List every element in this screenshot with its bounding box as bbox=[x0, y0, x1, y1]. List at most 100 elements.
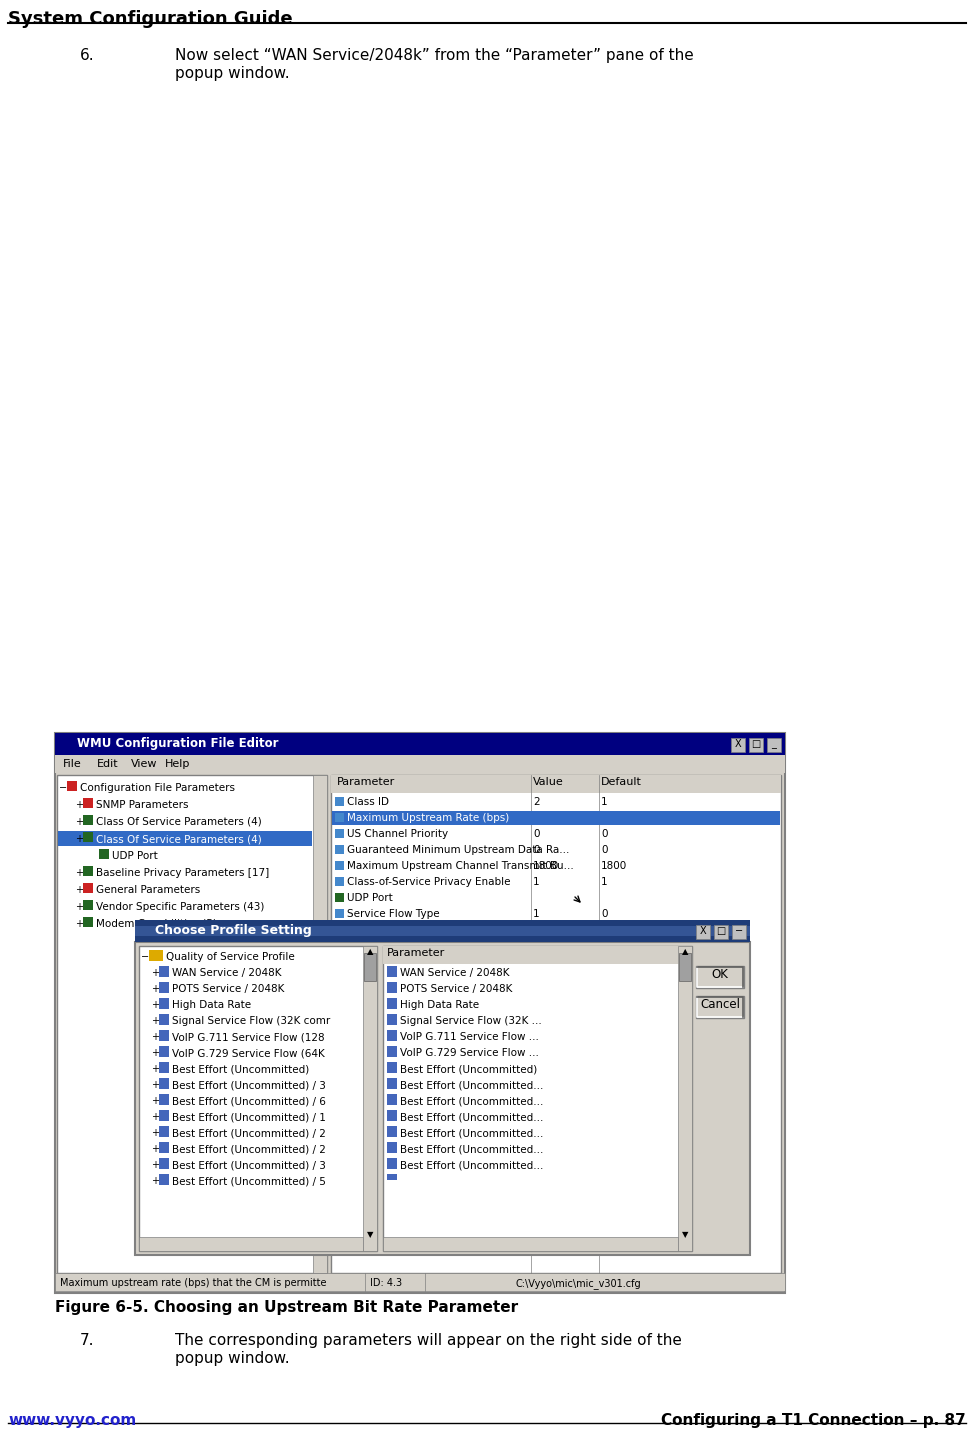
Bar bbox=[714, 925, 728, 938]
Bar bbox=[332, 811, 780, 825]
Bar bbox=[678, 946, 692, 1251]
Text: X: X bbox=[699, 927, 706, 935]
Text: VoIP G.711 Service Flow (128: VoIP G.711 Service Flow (128 bbox=[172, 1032, 324, 1043]
Bar bbox=[159, 1142, 169, 1153]
Text: +: + bbox=[151, 1048, 159, 1058]
Text: +: + bbox=[151, 1064, 159, 1074]
Bar bbox=[55, 733, 785, 1293]
Text: 0: 0 bbox=[601, 830, 608, 838]
Text: Cancel: Cancel bbox=[700, 999, 740, 1012]
Text: US Channel Priority: US Channel Priority bbox=[347, 830, 448, 838]
Bar bbox=[363, 946, 377, 1251]
Text: Modem Capabilities (5): Modem Capabilities (5) bbox=[96, 919, 217, 930]
Text: Quality of Service Profile: Quality of Service Profile bbox=[166, 951, 295, 961]
Text: 0: 0 bbox=[601, 909, 608, 919]
Bar bbox=[55, 733, 785, 754]
Text: 1: 1 bbox=[601, 796, 608, 807]
Bar bbox=[83, 901, 93, 909]
Bar bbox=[57, 775, 327, 1273]
Text: Choose Profile Setting: Choose Profile Setting bbox=[155, 924, 312, 937]
Text: Best Effort (Uncommitted) / 3: Best Effort (Uncommitted) / 3 bbox=[172, 1080, 326, 1090]
Text: Best Effort (Uncommitted...: Best Effort (Uncommitted... bbox=[400, 1080, 543, 1090]
Text: 1800: 1800 bbox=[533, 862, 559, 872]
Text: +: + bbox=[75, 799, 83, 809]
Text: High Data Rate: High Data Rate bbox=[172, 1001, 251, 1011]
Text: +: + bbox=[151, 1016, 159, 1027]
Bar bbox=[696, 966, 744, 988]
Text: ▼: ▼ bbox=[682, 1229, 689, 1239]
Text: Best Effort (Uncommitted) / 2: Best Effort (Uncommitted) / 2 bbox=[172, 1144, 326, 1154]
Text: VoIP G.711 Service Flow ...: VoIP G.711 Service Flow ... bbox=[400, 1032, 539, 1043]
Text: Value: Value bbox=[533, 778, 564, 788]
Text: +: + bbox=[151, 1032, 159, 1043]
Text: VoIP G.729 Service Flow ...: VoIP G.729 Service Flow ... bbox=[400, 1048, 539, 1058]
Bar bbox=[135, 919, 750, 943]
Text: Best Effort (Uncommitted): Best Effort (Uncommitted) bbox=[400, 1064, 538, 1074]
Text: ▼: ▼ bbox=[367, 1229, 373, 1239]
Text: Maximum upstream rate (bps) that the CM is permitte: Maximum upstream rate (bps) that the CM … bbox=[60, 1279, 326, 1289]
Text: SNMP Parameters: SNMP Parameters bbox=[96, 799, 189, 809]
Text: +: + bbox=[75, 817, 83, 827]
Text: +: + bbox=[151, 1144, 159, 1154]
Bar bbox=[335, 846, 344, 854]
Text: WAN Service / 2048K: WAN Service / 2048K bbox=[172, 969, 281, 977]
Bar bbox=[135, 943, 750, 1255]
Bar bbox=[99, 849, 109, 859]
Bar bbox=[387, 1014, 397, 1025]
Bar bbox=[731, 738, 745, 752]
Bar bbox=[135, 927, 750, 935]
Text: □: □ bbox=[716, 927, 726, 935]
Text: +: + bbox=[151, 969, 159, 977]
Text: Configuring a T1 Connection – p. 87: Configuring a T1 Connection – p. 87 bbox=[661, 1413, 966, 1428]
Text: 1: 1 bbox=[601, 877, 608, 888]
Text: Maximum Upstream Channel Transmit Bu...: Maximum Upstream Channel Transmit Bu... bbox=[347, 862, 574, 872]
Text: Signal Service Flow (32K comr: Signal Service Flow (32K comr bbox=[172, 1016, 330, 1027]
Text: +: + bbox=[75, 885, 83, 895]
Text: Figure 6-5. Choosing an Upstream Bit Rate Parameter: Figure 6-5. Choosing an Upstream Bit Rat… bbox=[55, 1300, 518, 1315]
Text: High Data Rate: High Data Rate bbox=[400, 1001, 479, 1011]
Text: +: + bbox=[151, 1080, 159, 1090]
Bar bbox=[387, 1142, 397, 1153]
Bar bbox=[159, 1111, 169, 1121]
Text: 0: 0 bbox=[601, 846, 608, 854]
Bar bbox=[83, 866, 93, 876]
Bar bbox=[55, 754, 785, 773]
Text: Best Effort (Uncommitted) / 3: Best Effort (Uncommitted) / 3 bbox=[172, 1160, 326, 1170]
Text: Guaranteed Minimum Upstream Data Ra...: Guaranteed Minimum Upstream Data Ra... bbox=[347, 846, 570, 854]
Text: VoIP G.729 Service Flow (64K: VoIP G.729 Service Flow (64K bbox=[172, 1048, 324, 1058]
Text: +: + bbox=[75, 834, 83, 844]
Text: Best Effort (Uncommitted...: Best Effort (Uncommitted... bbox=[400, 1160, 543, 1170]
Bar bbox=[335, 893, 344, 902]
Text: Signal Service Flow (32K ...: Signal Service Flow (32K ... bbox=[400, 1016, 542, 1027]
Text: popup window.: popup window. bbox=[175, 67, 289, 81]
Bar bbox=[387, 1045, 397, 1057]
Bar bbox=[335, 862, 344, 870]
Bar bbox=[83, 883, 93, 893]
Text: +: + bbox=[151, 1096, 159, 1106]
Bar bbox=[679, 953, 691, 980]
Bar bbox=[383, 1237, 678, 1251]
Bar bbox=[83, 798, 93, 808]
Text: +: + bbox=[151, 1112, 159, 1122]
Bar bbox=[387, 1030, 397, 1041]
Bar bbox=[387, 1077, 397, 1089]
Bar bbox=[696, 925, 710, 938]
Bar bbox=[335, 796, 344, 807]
Text: 1: 1 bbox=[533, 877, 540, 888]
Bar bbox=[139, 1237, 363, 1251]
Text: POTS Service / 2048K: POTS Service / 2048K bbox=[400, 985, 512, 993]
Bar bbox=[159, 982, 169, 993]
Text: www.vyyo.com: www.vyyo.com bbox=[8, 1413, 136, 1428]
Text: Class Of Service Parameters (4): Class Of Service Parameters (4) bbox=[96, 817, 262, 827]
Text: ▲: ▲ bbox=[367, 947, 373, 956]
Bar bbox=[387, 966, 397, 977]
Text: Best Effort (Uncommitted) / 5: Best Effort (Uncommitted) / 5 bbox=[172, 1176, 326, 1186]
Bar bbox=[159, 1014, 169, 1025]
Text: Help: Help bbox=[165, 759, 190, 769]
Text: −: − bbox=[59, 783, 67, 794]
Text: Best Effort (Uncommitted) / 2: Best Effort (Uncommitted) / 2 bbox=[172, 1128, 326, 1138]
Bar bbox=[387, 998, 397, 1009]
Bar bbox=[364, 953, 376, 980]
Text: General Parameters: General Parameters bbox=[96, 885, 201, 895]
Bar bbox=[387, 1158, 397, 1169]
